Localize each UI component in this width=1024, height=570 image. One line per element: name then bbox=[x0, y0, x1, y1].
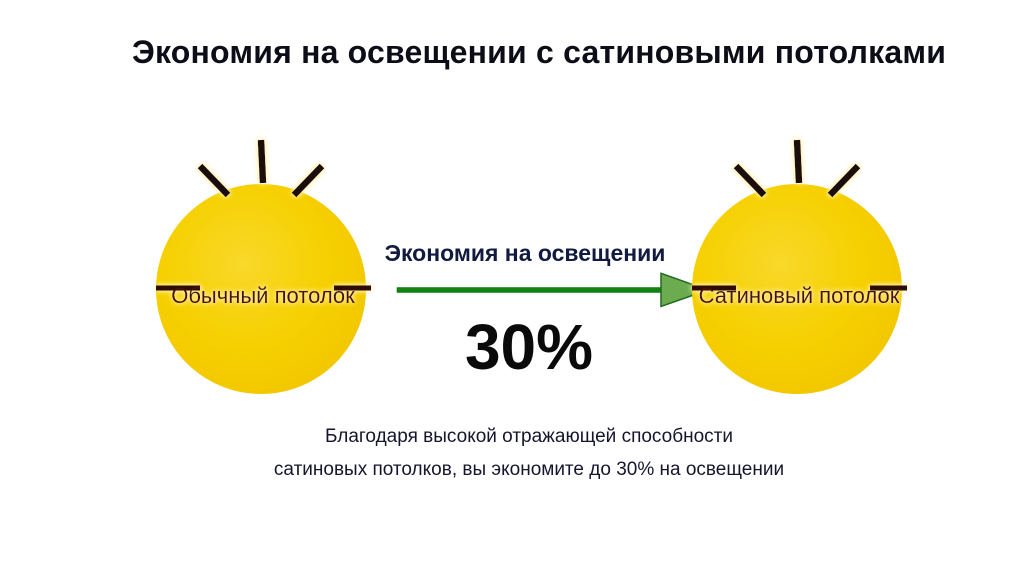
svg-text:Обычный потолок: Обычный потолок bbox=[171, 283, 355, 308]
svg-text:Сатиновый потолок: Сатиновый потолок bbox=[699, 283, 900, 308]
